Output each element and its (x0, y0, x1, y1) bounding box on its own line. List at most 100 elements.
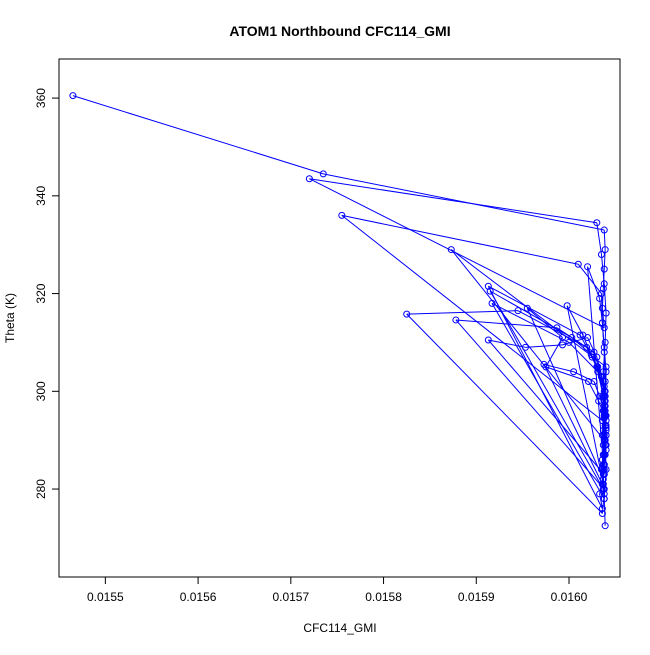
data-point (600, 387, 608, 395)
data-point (488, 299, 496, 307)
data-point (590, 378, 598, 386)
data-point (600, 382, 608, 390)
series-segment (491, 303, 605, 500)
series-segment (543, 364, 603, 485)
y-tick-label: 340 (34, 185, 48, 205)
data-point (602, 465, 610, 473)
data-point (600, 407, 608, 415)
data-point (598, 319, 606, 327)
series-segment (489, 290, 573, 338)
series-segment (406, 313, 603, 514)
series-segment (577, 263, 602, 294)
data-point (574, 260, 582, 268)
series-segment (526, 307, 563, 338)
data-point (596, 294, 604, 302)
series-segment (491, 302, 570, 343)
series-segment (603, 352, 606, 382)
chart-title: ATOM1 Northbound CFC114_GMI (229, 23, 450, 39)
data-point (563, 302, 571, 310)
data-point (452, 316, 460, 324)
data-point (602, 309, 610, 317)
series-segment (566, 305, 584, 336)
series-segment (587, 337, 598, 358)
data-point (601, 392, 609, 400)
series-segment (341, 214, 603, 422)
series-segment (341, 214, 579, 265)
series-segment (604, 313, 607, 343)
series-segment (487, 339, 605, 475)
data-point (600, 348, 608, 356)
data-point (600, 280, 608, 288)
data-point (403, 310, 411, 318)
data-point (600, 461, 608, 469)
series-segment (545, 337, 563, 368)
data-point (597, 290, 605, 298)
data-point (600, 343, 608, 351)
data-point (514, 307, 522, 315)
data-point (540, 360, 548, 368)
data-point (597, 373, 605, 381)
data-point (600, 495, 608, 503)
data-point (601, 397, 609, 405)
series-segment (406, 310, 519, 315)
data-point (447, 246, 455, 254)
data-point (602, 424, 610, 432)
data-point (601, 378, 609, 386)
data-point (600, 226, 608, 234)
x-tick-label: 0.0156 (180, 590, 217, 604)
series-segment (599, 493, 603, 509)
data-point (601, 338, 609, 346)
data-point (602, 431, 610, 439)
data-point (599, 378, 607, 386)
data-point (484, 336, 492, 344)
data-point (600, 490, 608, 498)
data-point (602, 412, 610, 420)
x-tick-label: 0.0159 (458, 590, 495, 604)
series-segment (587, 266, 601, 299)
series-segment (556, 327, 595, 353)
series-segment (72, 95, 324, 175)
data-point (521, 343, 529, 351)
series-segment (525, 344, 563, 348)
series-segment (604, 371, 607, 402)
series-segment (571, 337, 592, 356)
data-point (338, 211, 346, 219)
data-point (594, 368, 602, 376)
series-segment (545, 366, 589, 383)
x-tick-label: 0.0160 (551, 590, 588, 604)
data-point (601, 451, 609, 459)
data-point (486, 287, 494, 295)
x-tick-label: 0.0155 (87, 590, 124, 604)
series-segment (488, 339, 526, 348)
data-point (583, 343, 591, 351)
series-segment (566, 305, 604, 485)
data-point (598, 509, 606, 517)
data-point (570, 368, 578, 376)
data-point (584, 263, 592, 271)
series-segment (596, 222, 602, 255)
data-point (593, 219, 601, 227)
data-point (599, 475, 607, 483)
y-axis-label: Theta (K) (3, 293, 17, 343)
data-point (597, 250, 605, 258)
series-segment (488, 285, 581, 336)
data-point (319, 170, 327, 178)
data-point (600, 470, 608, 478)
data-point (600, 324, 608, 332)
data-point (600, 465, 608, 473)
data-point (601, 436, 609, 444)
series-segment (455, 319, 605, 490)
data-point (600, 485, 608, 493)
y-tick-label: 360 (34, 88, 48, 108)
series-segment (600, 254, 605, 284)
data-point (600, 431, 608, 439)
x-axis: 0.0155 0.0156 0.0157 0.0158 0.0159 0.0160 (87, 576, 588, 604)
data-point (599, 480, 607, 488)
series-segment (601, 322, 605, 348)
data-point (602, 417, 610, 425)
data-point (598, 304, 606, 312)
data-point (523, 304, 531, 312)
data-point (593, 363, 601, 371)
data-point (553, 324, 561, 332)
